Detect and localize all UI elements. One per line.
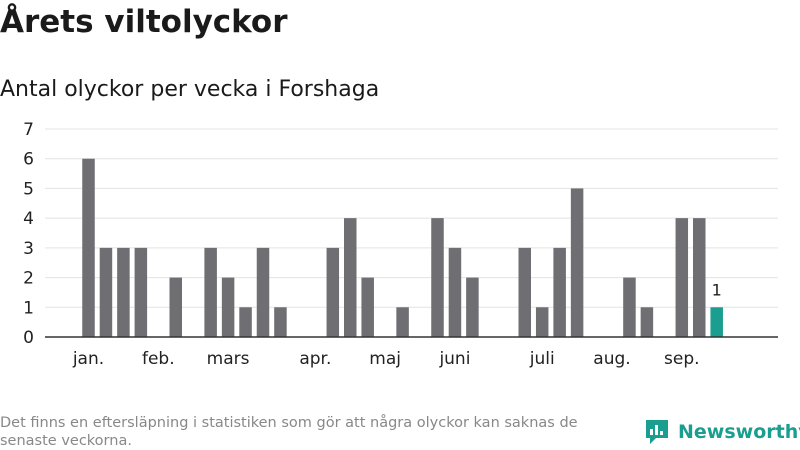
footnote: Det finns en eftersläpning i statistiken…: [0, 415, 578, 449]
x-month-label: maj: [369, 349, 401, 369]
x-month-label: feb.: [142, 349, 175, 369]
bar: [99, 247, 113, 337]
x-month-label: sep.: [664, 349, 700, 369]
y-tick-label: 2: [23, 269, 34, 289]
x-month-label: juli: [529, 349, 555, 369]
bar: [396, 307, 409, 337]
bar: [221, 277, 235, 337]
bar-chart: 0 1 2 3 4 5 6 7 1 jan. feb. mars apr. maj juni juli au…: [23, 120, 778, 369]
y-tick-label: 7: [23, 120, 34, 140]
bar: [361, 277, 374, 337]
y-axis-tick-labels: 0 1 2 3 4 5 6 7: [23, 120, 34, 348]
x-month-label: apr.: [299, 349, 331, 369]
bar: [344, 218, 357, 337]
x-month-label: aug.: [593, 349, 630, 369]
y-tick-label: 0: [23, 328, 34, 348]
bar: [675, 218, 689, 337]
newsworthy-chart-icon: [646, 420, 668, 444]
brand-name: Newsworthy: [678, 421, 800, 443]
x-month-label: mars: [207, 349, 250, 369]
bar: [640, 307, 654, 337]
bar: [256, 247, 270, 337]
y-tick-label: 5: [23, 179, 34, 199]
bar: [535, 307, 549, 337]
bar: [169, 277, 182, 337]
bar: [274, 307, 287, 337]
x-month-label: juni: [438, 349, 470, 369]
bar: [448, 247, 462, 337]
y-tick-label: 3: [23, 239, 34, 259]
bar: [326, 247, 340, 337]
gridlines: [45, 128, 778, 308]
x-month-label: jan.: [72, 349, 104, 369]
bar: [117, 247, 130, 337]
bar: [204, 247, 217, 337]
bar: [623, 277, 636, 337]
bar: [570, 188, 584, 337]
bar: [518, 247, 531, 337]
y-tick-label: 1: [23, 298, 34, 318]
y-tick-label: 4: [23, 209, 34, 229]
bar-current-week: [710, 307, 723, 337]
y-tick-label: 6: [23, 150, 34, 170]
bar: [431, 218, 444, 337]
bars: 1: [82, 158, 723, 337]
bar-value-label: 1: [712, 280, 722, 299]
chart-subtitle: Antal olyckor per vecka i Forshaga: [0, 77, 380, 102]
bar: [553, 247, 566, 337]
bar: [466, 277, 479, 337]
chart-title: Årets viltolyckor: [0, 4, 288, 40]
brand-logo: Newsworthy: [644, 418, 800, 446]
x-axis-month-labels: jan. feb. mars apr. maj juni juli aug. sep.: [72, 349, 700, 369]
bar: [693, 218, 706, 337]
bar: [82, 158, 95, 337]
bar: [239, 307, 252, 337]
bar: [134, 247, 148, 337]
